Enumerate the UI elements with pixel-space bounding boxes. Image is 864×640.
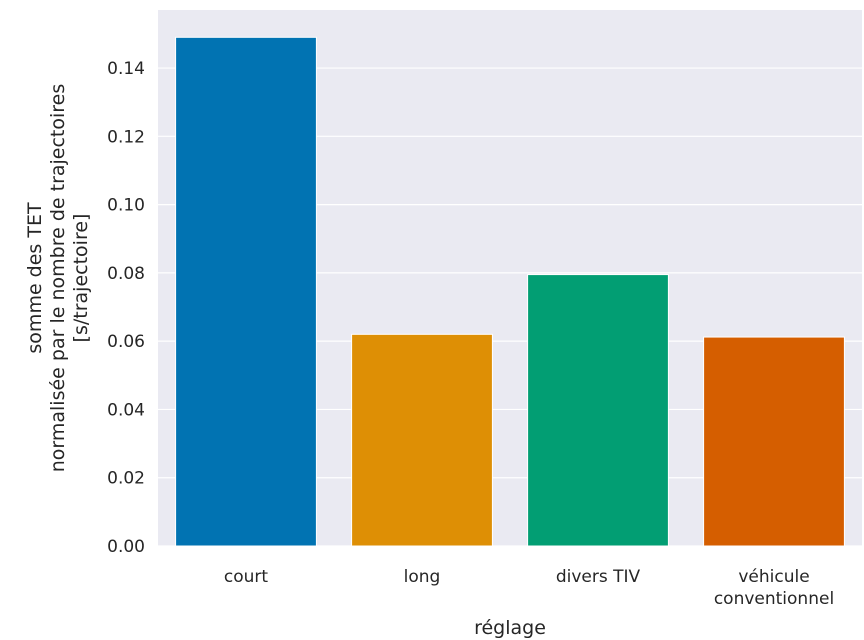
- y-axis-label-line: [s/trajectoire]: [70, 214, 92, 343]
- y-tick-label: 0.02: [107, 469, 145, 489]
- bar: [175, 36, 317, 547]
- y-tick-label: 0.06: [107, 332, 145, 352]
- x-tick-label-line: divers TIV: [556, 567, 641, 587]
- y-tick-label: 0.10: [107, 196, 145, 216]
- x-tick-labels: court long divers TIV véhicule conventionnel: [224, 567, 834, 609]
- y-axis-label: somme des TETnormalisée par le nombre de…: [24, 84, 92, 473]
- bar: [703, 336, 845, 547]
- bar: [527, 274, 669, 547]
- y-tick-label: 0.12: [107, 127, 145, 147]
- bars: [175, 36, 845, 547]
- x-tick-label-line: conventionnel: [714, 589, 834, 609]
- y-tick-label: 0.08: [107, 264, 145, 284]
- y-axis-label-line: normalisée par le nombre de trajectoires: [47, 84, 69, 473]
- y-tick-label: 0.00: [107, 537, 145, 557]
- y-axis-label-line: somme des TET: [24, 202, 46, 354]
- y-tick-label: 0.14: [107, 59, 145, 79]
- y-tick-labels: 0.00 0.02 0.04 0.06 0.08 0.10 0.12 0.14: [107, 59, 145, 557]
- y-tick-label: 0.04: [107, 400, 145, 420]
- bar: [351, 333, 493, 547]
- x-tick-label: véhicule conventionnel: [714, 567, 834, 609]
- x-tick-label-line: véhicule: [738, 567, 809, 587]
- x-tick-label-line: court: [224, 567, 269, 587]
- x-tick-label: long: [404, 567, 441, 587]
- x-tick-label-line: long: [404, 567, 441, 587]
- x-tick-label: court: [224, 567, 269, 587]
- x-tick-label: divers TIV: [556, 567, 641, 587]
- x-axis-label: réglage: [474, 617, 546, 639]
